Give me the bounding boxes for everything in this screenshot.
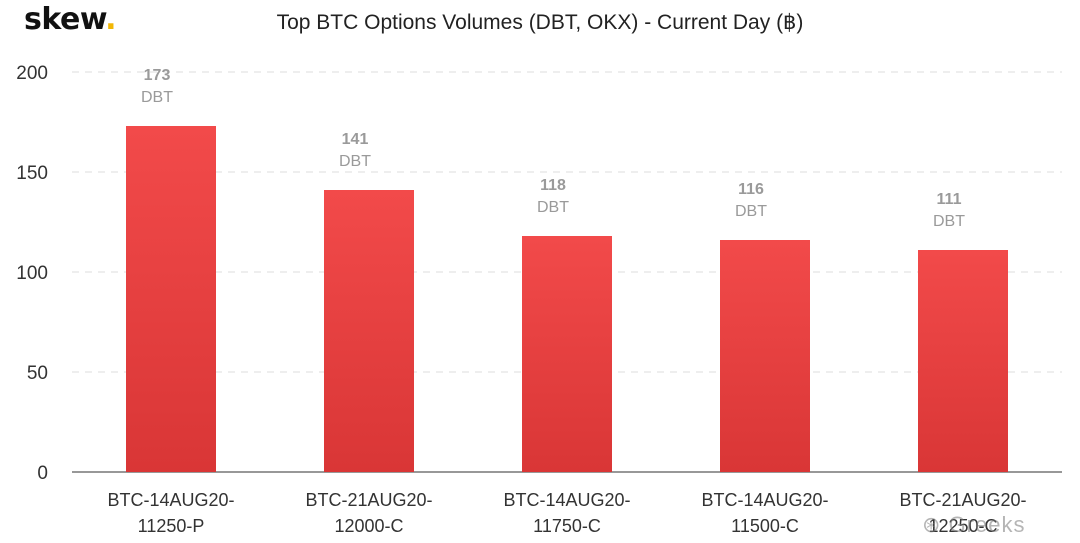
x-tick-label: 11250-P	[138, 516, 205, 536]
x-tick-label: 11500-C	[731, 516, 799, 536]
data-label-unit: DBT	[339, 153, 371, 170]
y-tick-label: 50	[27, 363, 48, 384]
data-label-value: 116	[738, 181, 764, 198]
y-tick-label: 200	[16, 63, 48, 84]
wechat-icon: ⊛	[922, 512, 942, 537]
x-axis-labels: BTC-14AUG20- 11250-P BTC-21AUG20- 12000-C BT…	[107, 490, 1026, 536]
y-tick-label: 0	[37, 463, 48, 484]
x-tick-label: BTC-21AUG20-	[305, 490, 432, 510]
y-tick-label: 150	[16, 163, 48, 184]
bar	[522, 236, 612, 472]
bar	[126, 126, 216, 472]
x-tick-label: BTC-21AUG20-	[899, 490, 1026, 510]
bar	[918, 250, 1008, 472]
data-label-unit: DBT	[933, 213, 965, 230]
data-label-unit: DBT	[735, 203, 767, 220]
data-label-value: 111	[937, 191, 962, 208]
x-tick-label: 12250-C	[928, 516, 997, 536]
chart-title: Top BTC Options Volumes (DBT, OKX) - Cur…	[276, 11, 804, 34]
bar	[720, 240, 810, 472]
watermark: ⊛ Greeks	[922, 512, 1026, 537]
data-label-value: 173	[144, 67, 171, 84]
skew-logo: skew.	[24, 2, 117, 37]
x-tick-label: 11750-C	[533, 516, 601, 536]
bars	[126, 126, 1008, 472]
data-label-unit: DBT	[537, 199, 569, 216]
data-label-value: 118	[540, 177, 566, 194]
x-tick-label: BTC-14AUG20-	[701, 490, 828, 510]
bar	[324, 190, 414, 472]
y-tick-label: 100	[16, 263, 48, 284]
x-tick-label: BTC-14AUG20-	[503, 490, 630, 510]
x-tick-label: 12000-C	[334, 516, 403, 536]
data-labels: 173 DBT 141 DBT 118 DBT 116 DBT 111 DBT	[141, 67, 965, 230]
data-label-value: 141	[342, 131, 369, 148]
y-axis: 0 50 100 150 200	[16, 63, 1062, 484]
data-label-unit: DBT	[141, 89, 173, 106]
x-tick-label: BTC-14AUG20-	[107, 490, 234, 510]
